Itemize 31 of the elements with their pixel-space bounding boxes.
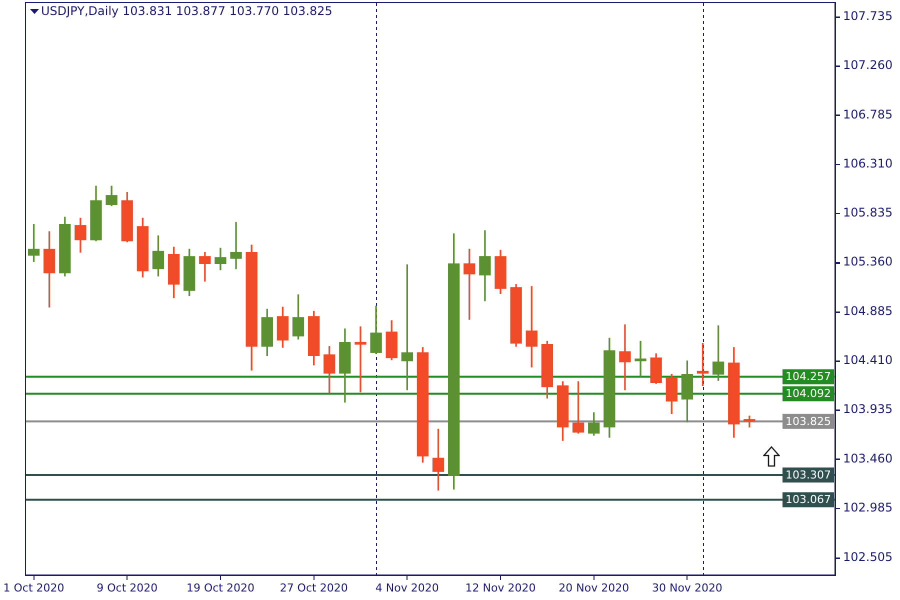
y-tick-label: 102.985 — [843, 500, 893, 514]
y-tick-label: 107.735 — [843, 9, 893, 24]
ref-line-label: 103.067 — [786, 493, 832, 506]
ref-line-label: 103.825 — [786, 414, 832, 428]
y-tick-label: 104.410 — [843, 353, 893, 368]
candlestick — [619, 324, 631, 390]
candlestick — [744, 416, 756, 428]
y-tick-label: 106.310 — [843, 156, 893, 170]
x-tick-label: 12 Nov 2020 — [465, 581, 536, 594]
x-tick-label: 1 Oct 2020 — [3, 581, 64, 594]
x-tick-label: 30 Nov 2020 — [652, 581, 722, 594]
y-tick-label: 106.785 — [843, 107, 893, 122]
y-tick-label: 105.360 — [843, 254, 893, 269]
x-tick-label: 20 Nov 2020 — [558, 581, 630, 594]
ref-line-label: 104.092 — [786, 387, 832, 400]
candlestick — [354, 326, 366, 392]
x-tick-label: 19 Oct 2020 — [186, 581, 254, 594]
y-tick-label: 102.505 — [843, 550, 893, 564]
y-tick-label: 103.460 — [843, 451, 893, 466]
candlestick — [634, 340, 646, 377]
y-tick-label: 107.260 — [843, 58, 893, 72]
candlestick — [230, 222, 242, 270]
ref-line-label: 104.257 — [786, 370, 832, 384]
ref-line-label: 103.307 — [786, 468, 832, 482]
x-tick-label: 4 Nov 2020 — [375, 581, 439, 594]
x-tick-label: 27 Oct 2020 — [280, 581, 348, 594]
y-tick-label: 103.935 — [843, 402, 893, 416]
y-tick-label: 104.885 — [843, 304, 893, 318]
chart-title: USDJPY,Daily 103.831 103.877 103.770 103.825 — [41, 4, 332, 18]
x-tick-label: 9 Oct 2020 — [96, 581, 158, 594]
y-tick-label: 105.835 — [843, 206, 893, 220]
